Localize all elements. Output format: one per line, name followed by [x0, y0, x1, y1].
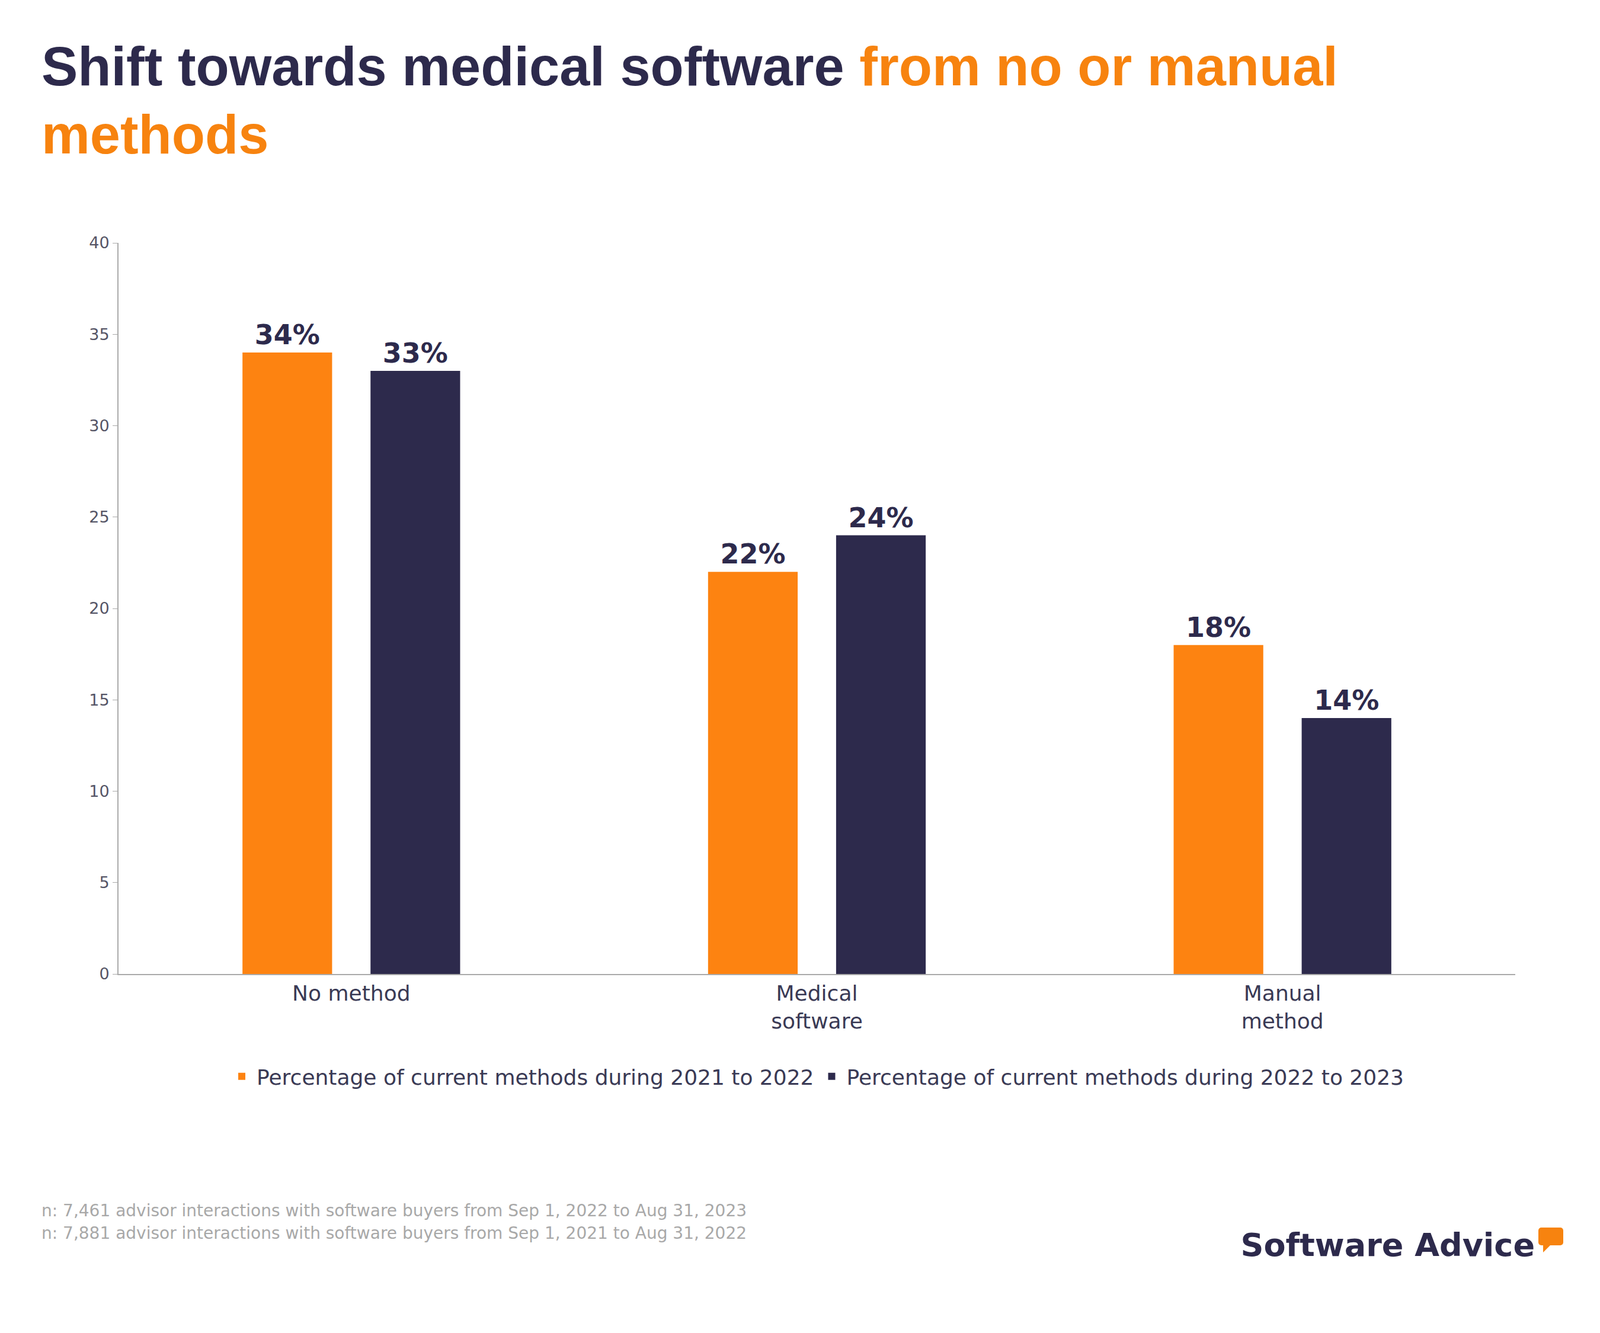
- svg-text:Medicalsoftware: Medicalsoftware: [770, 981, 863, 1034]
- svg-text:33%: 33%: [382, 337, 448, 370]
- html-text:n: 7,881 advisor interactions: n: 7,881 advisor interactions with softw…: [41, 1223, 747, 1244]
- svg-text:5: 5: [98, 873, 110, 892]
- svg-text:0: 0: [98, 964, 110, 984]
- html-text:Shift towards medical software: Shift towards medical software from no o…: [41, 36, 1339, 165]
- svg-text:24%: 24%: [848, 501, 914, 534]
- svg-text:Percentage of current methods: Percentage of current methods during 202…: [846, 1065, 1404, 1090]
- svg-text:No method: No method: [292, 981, 411, 1006]
- html-text:n: 7,461 advisor interactions: n: 7,461 advisor interactions with softw…: [41, 1201, 747, 1221]
- svg-text:14%: 14%: [1313, 684, 1379, 717]
- svg-text:18%: 18%: [1185, 611, 1251, 644]
- svg-text:30: 30: [88, 416, 110, 435]
- svg-text:35: 35: [88, 325, 110, 344]
- svg-text:10: 10: [88, 782, 110, 801]
- svg-text:25: 25: [88, 507, 110, 527]
- svg-text:Percentage of current methods: Percentage of current methods during 202…: [256, 1065, 814, 1090]
- html-text:Software Advice: Software Advice: [1240, 1226, 1535, 1264]
- svg-text:Manualmethod: Manualmethod: [1241, 981, 1324, 1034]
- svg-text:15: 15: [88, 690, 110, 710]
- svg-text:40: 40: [88, 233, 110, 252]
- svg-text:22%: 22%: [720, 538, 786, 571]
- svg-text:34%: 34%: [254, 318, 320, 351]
- svg-text:20: 20: [88, 599, 110, 618]
